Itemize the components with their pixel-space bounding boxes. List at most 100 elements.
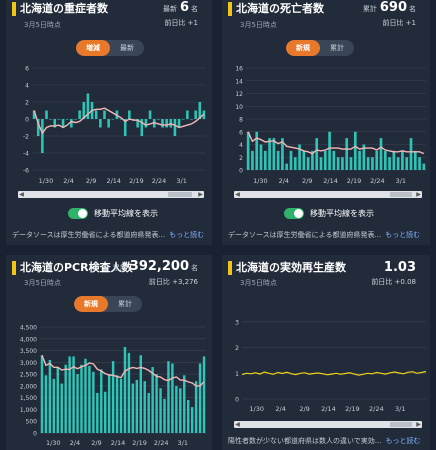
pcr-title: 北海道のPCR検査人数 xyxy=(12,261,133,275)
bar xyxy=(422,163,426,170)
scroll-left-icon[interactable]: ◀ xyxy=(19,191,24,198)
bar xyxy=(155,374,158,433)
severe-source: データソースは厚生労働省による都道府県発表... もっと読む xyxy=(12,230,204,240)
scroll-right-icon[interactable]: ▶ xyxy=(416,191,421,198)
bar xyxy=(76,374,79,433)
bar xyxy=(319,157,323,170)
y-tick-label: 0 xyxy=(235,397,239,404)
y-tick-label: 0 xyxy=(33,431,37,438)
y-tick-label: 2 xyxy=(25,100,29,107)
deaths-read-more-link[interactable]: もっと読む xyxy=(385,231,421,239)
severe-scroll-thumb[interactable] xyxy=(168,192,192,197)
bar xyxy=(259,144,263,170)
bar xyxy=(323,150,327,170)
moving-average-line xyxy=(33,107,205,135)
bar xyxy=(332,150,336,170)
deaths-unit: 名 xyxy=(409,5,416,13)
rt-scroll-thumb[interactable] xyxy=(390,422,412,427)
rt-chart: 3 2 1 0 1/30 2/4 2/9 2/14 2/19 2/24 3/1 xyxy=(235,319,427,413)
bar xyxy=(99,119,102,128)
x-tick-label: 2/19 xyxy=(129,177,144,185)
bar xyxy=(32,110,36,119)
deaths-source: データソースは厚生労働省による都道府県発表... もっと読む xyxy=(228,230,420,240)
severe-tab-latest[interactable]: 最新 xyxy=(120,44,134,52)
pcr-tab-cumulative[interactable]: 累計 xyxy=(118,300,132,308)
y-tick-label: 3,500 xyxy=(20,348,37,355)
bar xyxy=(379,138,383,170)
bar xyxy=(418,157,421,170)
bar xyxy=(161,119,164,128)
pcr-total-value: 392,200 xyxy=(129,259,189,274)
deaths-date: 3月5日時点 xyxy=(240,21,277,29)
severe-title: 北海道の重症者数 xyxy=(12,2,108,16)
rt-card: 北海道の実効再生産数 3月5日時点 1.03 前日比 +0.08 3 2 1 0 1/… xyxy=(222,255,430,450)
y-tick-label: 12 xyxy=(235,91,243,98)
bar xyxy=(186,110,189,119)
x-tick-label: 2/9 xyxy=(91,439,101,447)
bar xyxy=(255,131,259,170)
bar xyxy=(56,367,60,433)
severe-date: 3月5日時点 xyxy=(24,21,61,29)
severe-latest: 最新 6 名 xyxy=(163,0,198,15)
bar xyxy=(88,365,91,433)
bar xyxy=(139,355,143,433)
bar xyxy=(315,138,319,170)
severe-scrollbar[interactable]: ◀ ▶ xyxy=(18,191,204,198)
scroll-right-icon[interactable]: ▶ xyxy=(416,421,421,428)
deaths-scrollbar[interactable]: ◀ ▶ xyxy=(234,191,422,198)
rt-scrollbar[interactable]: ◀ ▶ xyxy=(234,421,422,428)
bar xyxy=(198,363,202,433)
y-tick-label: 14 xyxy=(235,78,243,85)
bar xyxy=(119,119,123,120)
scroll-left-icon[interactable]: ◀ xyxy=(235,421,240,428)
x-tick-label: 3/1 xyxy=(396,177,406,185)
pcr-tab-new[interactable]: 新規 xyxy=(74,296,108,312)
deaths-ma-switch[interactable] xyxy=(284,208,304,219)
bar xyxy=(183,375,186,433)
x-tick-label: 2/4 xyxy=(279,177,289,185)
severe-read-more-link[interactable]: もっと読む xyxy=(169,231,205,239)
bar xyxy=(371,157,374,170)
y-tick-label: 500 xyxy=(26,419,38,426)
bar xyxy=(119,378,123,433)
scroll-left-icon[interactable]: ◀ xyxy=(235,191,240,198)
bar xyxy=(41,119,44,153)
severe-tab-change[interactable]: 増減 xyxy=(76,40,110,56)
pcr-unit: 名 xyxy=(191,264,198,272)
bar xyxy=(65,119,69,120)
pcr-total-label: 累計 xyxy=(112,264,127,272)
deaths-tab-cumulative[interactable]: 累計 xyxy=(330,44,344,52)
bar xyxy=(328,131,331,170)
bar xyxy=(123,119,127,136)
bar xyxy=(86,93,90,119)
bar xyxy=(45,110,48,119)
bar xyxy=(173,119,177,136)
severe-diff: 前日比 +1 xyxy=(164,19,198,27)
deaths-tab-new[interactable]: 新規 xyxy=(286,40,320,56)
x-tick-label: 2/14 xyxy=(321,405,336,413)
bar xyxy=(302,150,306,170)
scroll-right-icon[interactable]: ▶ xyxy=(198,191,203,198)
bar xyxy=(94,110,98,119)
rt-source-text: 陽性者数が少ない都道府県は数人の違いで実効... xyxy=(228,437,382,445)
bar xyxy=(281,138,284,170)
x-tick-label: 3/1 xyxy=(178,439,188,447)
x-tick-label: 2/19 xyxy=(132,439,147,447)
bar xyxy=(140,119,144,136)
bar xyxy=(165,119,168,128)
bar xyxy=(276,150,280,170)
deaths-scroll-thumb[interactable] xyxy=(390,192,412,197)
bar xyxy=(68,356,71,433)
bar xyxy=(202,356,206,433)
bar xyxy=(366,157,370,170)
y-tick-label: 0 xyxy=(25,117,29,124)
bar xyxy=(396,157,400,170)
deaths-diff: 前日比 +1 xyxy=(382,19,416,27)
bar xyxy=(74,119,77,120)
moving-average-line xyxy=(41,355,205,387)
rt-read-more-link[interactable]: もっと読む xyxy=(385,437,421,445)
bar xyxy=(171,363,174,433)
bar xyxy=(44,375,48,433)
severe-ma-switch[interactable] xyxy=(68,208,88,219)
y-tick-label: 2 xyxy=(239,155,243,162)
